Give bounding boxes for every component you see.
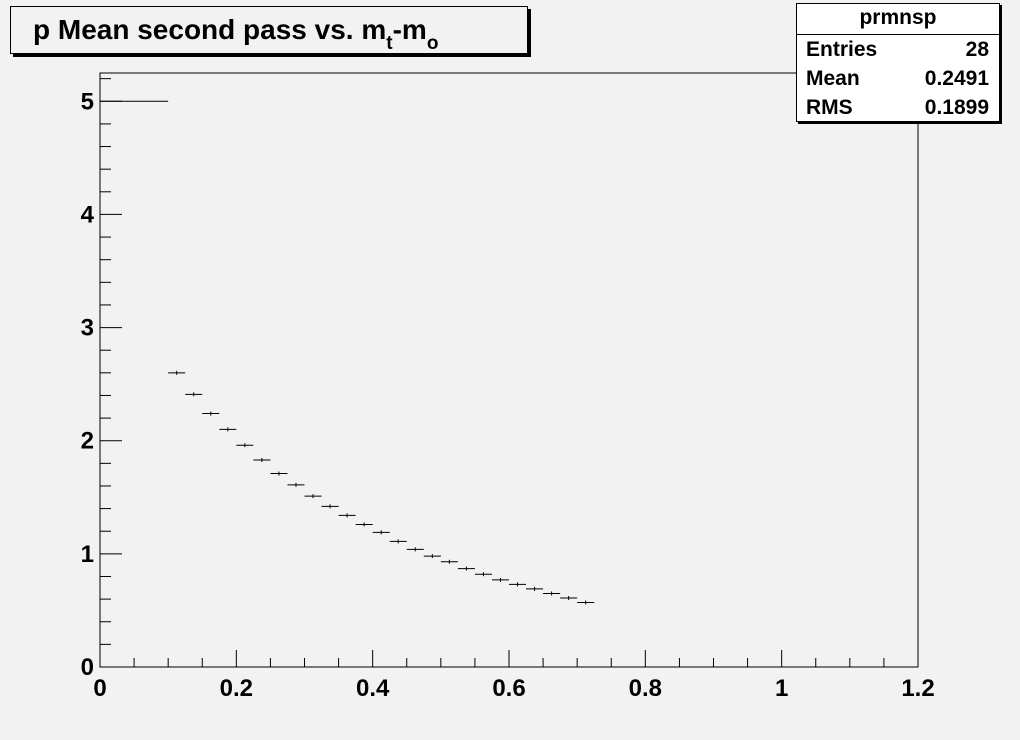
stats-row-rms: RMS 0.1899 — [797, 93, 999, 122]
data-point — [355, 522, 373, 527]
data-point — [253, 457, 271, 462]
data-point — [491, 577, 509, 582]
y-tick-label: 2 — [81, 428, 94, 455]
y-tick-label: 4 — [81, 201, 95, 228]
x-tick-label: 0.4 — [356, 675, 390, 702]
x-tick-label: 0.2 — [220, 675, 253, 702]
stats-row-entries: Entries 28 — [797, 35, 999, 64]
stats-value: 28 — [965, 38, 989, 61]
x-axis-ticks — [99, 650, 919, 667]
chart-title-box: p Mean second pass vs. mt-mo — [10, 6, 528, 54]
y-tick-label: 3 — [81, 315, 94, 342]
data-point — [543, 591, 561, 596]
data-point — [526, 586, 544, 591]
stats-value: 0.2491 — [924, 67, 989, 90]
stats-value: 0.1899 — [924, 96, 989, 119]
data-point — [474, 572, 492, 577]
y-tick-label: 1 — [81, 541, 94, 568]
plot-frame — [99, 72, 919, 668]
stats-label: Entries — [806, 38, 878, 61]
data-point — [219, 427, 237, 432]
data-point — [236, 443, 254, 448]
data-point — [372, 530, 390, 535]
data-point — [406, 547, 424, 552]
y-axis-labels: 0 1 2 3 4 5 — [81, 88, 95, 681]
y-tick-label: 5 — [81, 88, 94, 115]
stats-title: prmnsp — [797, 4, 999, 35]
data-point — [270, 471, 288, 476]
data-point — [423, 554, 441, 559]
data-point — [560, 595, 578, 600]
x-tick-label: 1 — [775, 675, 788, 702]
data-points — [100, 100, 595, 605]
data-point — [509, 582, 527, 587]
stats-box: prmnsp Entries 28 Mean 0.2491 RMS 0.1899 — [796, 3, 1000, 122]
data-point — [287, 482, 305, 487]
stats-row-mean: Mean 0.2491 — [797, 64, 999, 93]
x-tick-label: 0.6 — [492, 675, 525, 702]
data-point — [304, 494, 322, 499]
data-point — [440, 559, 458, 564]
data-point — [321, 504, 339, 509]
y-tick-label: 0 — [81, 654, 94, 681]
data-point — [577, 600, 595, 605]
data-point — [338, 513, 356, 518]
data-point — [457, 566, 475, 571]
stats-label: RMS — [806, 96, 853, 119]
data-point — [202, 411, 220, 416]
x-axis-labels: 0 0.2 0.4 0.6 0.8 1 1.2 — [93, 675, 934, 702]
data-point — [185, 392, 203, 397]
chart-title: p Mean second pass vs. mt-mo — [33, 14, 439, 54]
x-tick-label: 1.2 — [901, 675, 934, 702]
data-point — [389, 539, 407, 544]
y-axis-ticks — [100, 78, 122, 668]
data-point — [168, 370, 186, 375]
x-tick-label: 0.8 — [629, 675, 662, 702]
x-tick-label: 0 — [93, 675, 106, 702]
stats-label: Mean — [806, 67, 860, 90]
